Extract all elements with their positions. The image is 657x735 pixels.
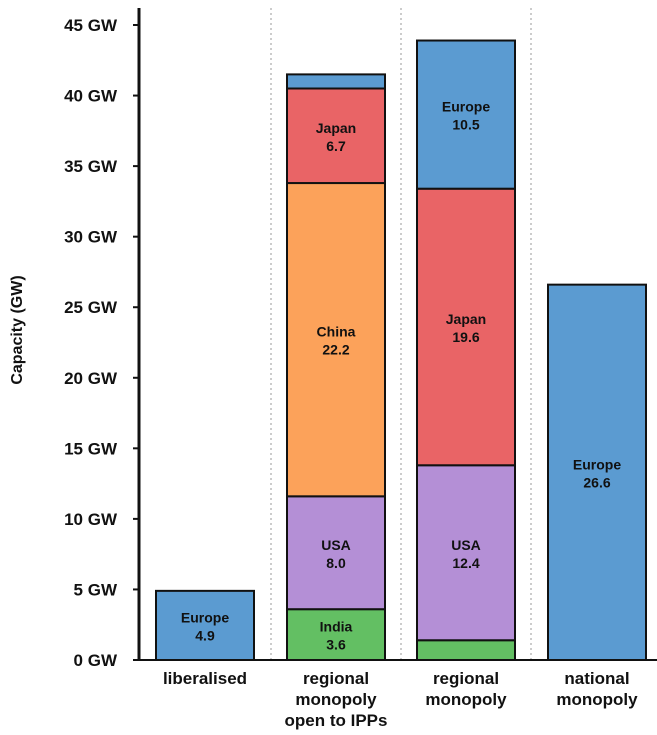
x-category-label: monopoly (295, 690, 377, 709)
segment-value-label: 22.2 (322, 342, 349, 358)
y-tick-label: 25 GW (64, 298, 118, 317)
y-tick-label: 5 GW (74, 580, 118, 599)
bars-layer: Europe 4.9 India 3.6 USA 8.0 China 22.2 Japan 6.7… (155, 39, 647, 662)
segment-value-label: 8.0 (326, 555, 346, 571)
segment-value-label: 4.9 (195, 627, 215, 643)
bar-1: Europe 4.9 (155, 589, 255, 661)
segment-region-label: Japan (446, 311, 486, 327)
y-tick-label: 35 GW (64, 157, 118, 176)
segment-region-label: Japan (316, 120, 356, 136)
x-category-label: liberalised (163, 669, 247, 688)
segment-region-label: USA (451, 537, 481, 553)
bar-segment-usa (416, 464, 516, 642)
bar-4: Europe 26.6 (547, 283, 647, 661)
axes-layer (133, 8, 657, 661)
x-category-label: monopoly (556, 690, 638, 709)
y-tick-label: 10 GW (64, 510, 118, 529)
x-category-labels: liberalised regional monopoly open to IPPs r… (163, 669, 638, 730)
segment-value-label: 6.7 (326, 138, 346, 154)
bar-segment-europe (416, 39, 516, 190)
bar-2: India 3.6 USA 8.0 China 22.2 Japan 6.7 (286, 73, 386, 662)
segment-value-label: 10.5 (452, 117, 479, 133)
segment-region-label: China (317, 324, 356, 340)
y-tick-label: 30 GW (64, 228, 118, 247)
x-category-label: open to IPPs (285, 711, 388, 730)
bar-segment-japan (286, 87, 386, 185)
x-category-label: national (564, 669, 629, 688)
y-tick-label: 0 GW (74, 651, 118, 670)
y-axis-title: Capacity (GW) (9, 275, 26, 384)
bar-segment-china (286, 182, 386, 498)
bar-segment-india (416, 639, 516, 662)
segment-value-label: 3.6 (326, 637, 346, 653)
segment-value-label: 26.6 (583, 474, 610, 490)
y-tick-labels: 0 GW 5 GW 10 GW 15 GW 20 GW 25 GW 30 GW 35 GW 40… (64, 16, 118, 670)
segment-region-label: Europe (181, 609, 229, 625)
segment-value-label: 19.6 (452, 329, 479, 345)
segment-region-label: India (320, 619, 353, 635)
y-tick-label: 40 GW (64, 87, 118, 106)
bar-3: USA 12.4 Japan 19.6 Europe 10.5 (416, 39, 516, 662)
bar-segment-europe (286, 73, 386, 90)
segment-region-label: Europe (442, 99, 490, 115)
segment-region-label: Europe (573, 456, 621, 472)
y-tick-label: 15 GW (64, 439, 118, 458)
segment-region-label: USA (321, 537, 351, 553)
x-category-label: regional (433, 669, 499, 688)
bar-segment-japan (416, 187, 516, 467)
segment-value-label: 12.4 (452, 555, 479, 571)
y-tick-label: 45 GW (64, 16, 118, 35)
category-separators (270, 8, 532, 660)
y-tick-label: 20 GW (64, 369, 118, 388)
x-category-label: regional (303, 669, 369, 688)
x-category-label: monopoly (425, 690, 507, 709)
